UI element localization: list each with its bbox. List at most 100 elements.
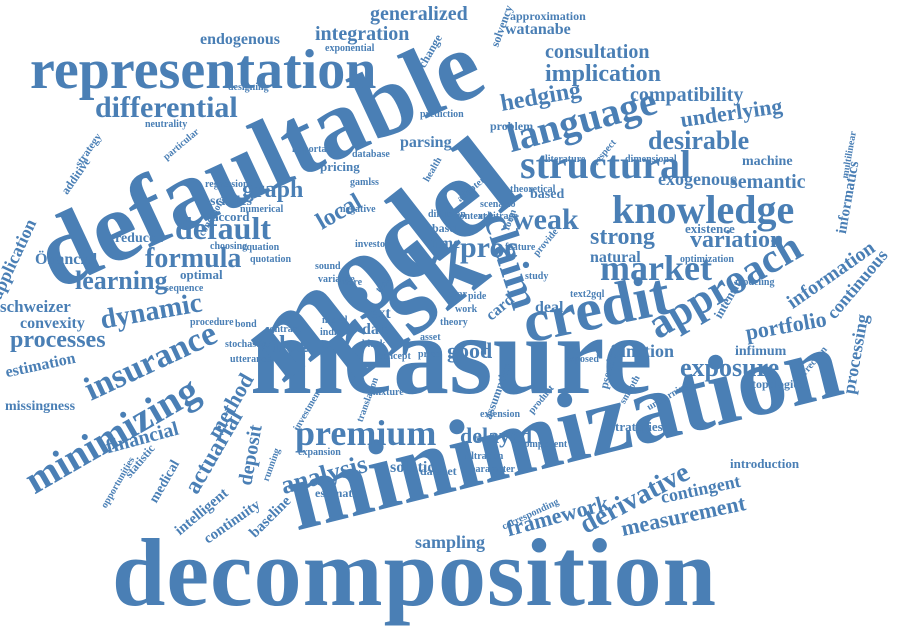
word-good: good: [447, 338, 493, 363]
word-utterance: utterance: [230, 354, 271, 365]
word-deal: deal: [535, 299, 564, 316]
word-strong: strong: [590, 224, 655, 250]
word-integration: integration: [315, 23, 410, 45]
word-cvar: cvar: [448, 289, 467, 300]
word-missingness: missingness: [5, 399, 76, 414]
word-text2gql: text2gql: [570, 289, 605, 300]
word-estimation: estimation: [3, 349, 77, 382]
word-concept: concept: [378, 351, 411, 362]
word-quotation: quotation: [250, 254, 292, 265]
word-procedure: procedure: [190, 317, 234, 328]
word-choosing: choosing: [210, 241, 248, 252]
word-medical: medical: [146, 457, 184, 506]
word-expansion: expansion: [298, 447, 341, 458]
word-graph: graph: [242, 177, 304, 203]
word-indice: indice: [320, 327, 346, 338]
word-Önancial: Önancial: [35, 251, 98, 268]
word-approximation: approximation: [510, 9, 586, 23]
word-feature: feature: [505, 242, 536, 253]
word-scenario: scenario: [480, 199, 516, 210]
word-structural: structural: [520, 142, 692, 187]
word-variance: variance: [318, 274, 355, 285]
word-accord: accord: [212, 209, 250, 224]
word-problem: problem: [490, 119, 534, 133]
word-value: value: [255, 332, 310, 358]
word-context: context: [455, 211, 487, 222]
word-numerical: numerical: [240, 204, 284, 215]
word-modeling: modeling: [735, 277, 775, 288]
word-natural: natural: [590, 249, 641, 266]
word-processes: processes: [10, 327, 106, 353]
word-mixture: mixture: [370, 387, 404, 398]
word-compatibility: compatibility: [630, 84, 744, 106]
word-differential: differential: [95, 91, 238, 124]
word-processing: processing: [838, 312, 873, 396]
word-study: study: [525, 271, 549, 282]
word-pricing: pricing: [320, 159, 360, 174]
word-important: important: [292, 144, 336, 155]
word-proc: proc: [460, 231, 518, 264]
word-theory: theory: [440, 317, 468, 328]
word-exposed: exposed: [565, 354, 599, 365]
word-variation: variation: [690, 227, 784, 253]
word-infimum: infimum: [735, 344, 787, 359]
word-theoretical: theoretical: [510, 184, 556, 195]
word-watanabe: watanabe: [505, 21, 571, 38]
word-weak: weak: [512, 203, 579, 236]
word-neutrality: neutrality: [145, 119, 188, 130]
word-application: application: [0, 215, 41, 303]
word-stochastic: stochastic: [225, 339, 267, 350]
word-work: work: [455, 304, 478, 315]
word-equation: equation: [242, 242, 280, 253]
word-premium: premium: [295, 413, 437, 453]
word-generalized: generalized: [370, 3, 468, 25]
word-schweizer: schweizer: [0, 297, 71, 316]
word-more: more: [340, 277, 363, 288]
word-scholes: scholes: [210, 194, 252, 209]
word-contract: contract: [265, 324, 301, 335]
word-negative: negative: [340, 204, 376, 215]
word-sequence: sequence: [165, 283, 204, 294]
word-component: component: [520, 439, 568, 450]
word-function: function: [610, 341, 675, 361]
word-sampling: sampling: [415, 532, 486, 552]
word-exposure: exposure: [680, 353, 780, 382]
word-estimate: estimate: [315, 486, 358, 500]
word-decomposition: decomposition: [112, 519, 718, 626]
word-parameter: parameter: [470, 464, 515, 475]
word-desirable: desirable: [648, 126, 750, 155]
word-introduction: introduction: [730, 456, 800, 471]
word-strategies: strategies: [610, 419, 663, 434]
word-exogenous: exogenous: [658, 169, 738, 189]
word-existence: existence: [685, 221, 735, 236]
word-reduced: reduced: [115, 231, 163, 246]
word-solution: solution: [390, 459, 445, 476]
word-market: market: [600, 248, 712, 288]
word-pide: pide: [468, 291, 487, 302]
word-price: price: [418, 349, 440, 360]
word-formula: formula: [145, 243, 242, 274]
word-delayed: delayed: [460, 423, 533, 448]
word-representation: representation: [30, 39, 377, 101]
word-gamlss: gamlss: [350, 177, 379, 188]
word-investor: investor: [355, 239, 390, 250]
word-database: database: [352, 149, 390, 160]
word-dataset: dataset: [420, 464, 457, 478]
word-semantic: semantic: [730, 171, 806, 193]
word-sound: sound: [315, 261, 341, 272]
word-arbitrage: arbitrage: [478, 211, 518, 222]
word-measure: measure: [250, 294, 653, 418]
word-text: text: [365, 305, 391, 322]
word-knowledge: knowledge: [612, 187, 795, 232]
word-time: time: [430, 235, 461, 252]
word-data: data: [362, 321, 393, 338]
word-basel: basel: [432, 221, 459, 235]
word-filtration: filtration: [465, 451, 504, 462]
word-optimization: optimization: [680, 254, 734, 265]
word-implication: implication: [545, 61, 662, 87]
word-consultation: consultation: [545, 41, 650, 63]
word-prediction: prediction: [420, 109, 464, 120]
word-diffusion: diffusion: [428, 209, 466, 220]
word-endogenous: endogenous: [200, 31, 281, 48]
